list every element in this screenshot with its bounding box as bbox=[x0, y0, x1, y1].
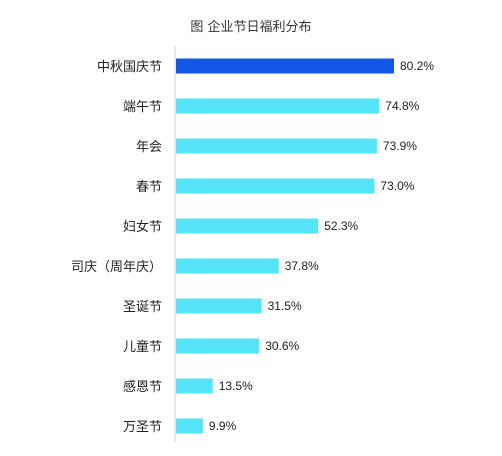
category-label: 感恩节 bbox=[123, 379, 162, 395]
category-label: 圣诞节 bbox=[123, 300, 162, 315]
bar bbox=[176, 258, 279, 274]
category-label: 年会 bbox=[136, 140, 162, 155]
category-label: 儿童节 bbox=[123, 339, 162, 355]
value-label: 52.3% bbox=[324, 219, 358, 233]
bar bbox=[176, 178, 375, 194]
value-label: 73.0% bbox=[380, 179, 414, 193]
bar bbox=[176, 418, 203, 434]
value-label: 74.8% bbox=[385, 99, 419, 113]
category-label: 端午节 bbox=[123, 100, 162, 115]
bar bbox=[176, 378, 213, 394]
value-label: 80.2% bbox=[400, 59, 434, 73]
bar bbox=[176, 298, 262, 314]
category-label: 司庆（周年庆） bbox=[71, 260, 162, 275]
chart-title: 图 企业节日福利分布 bbox=[190, 19, 311, 35]
category-label: 春节 bbox=[136, 180, 162, 195]
bar bbox=[176, 98, 380, 114]
category-label: 妇女节 bbox=[123, 219, 162, 235]
value-label: 9.9% bbox=[209, 419, 237, 433]
category-label: 中秋国庆节 bbox=[97, 60, 162, 75]
bar bbox=[176, 138, 377, 154]
category-label: 万圣节 bbox=[123, 420, 162, 435]
value-label: 37.8% bbox=[285, 259, 319, 273]
bar bbox=[176, 218, 319, 234]
bar bbox=[176, 338, 260, 354]
value-label: 13.5% bbox=[219, 379, 253, 393]
bars-group: 中秋国庆节 80.2% 端午节 74.8% 年会 73.9% 春节 73.0% 妇女节 52.3%… bbox=[71, 58, 434, 435]
value-label: 30.6% bbox=[265, 339, 299, 353]
value-label: 31.5% bbox=[268, 299, 302, 313]
bar bbox=[176, 58, 394, 74]
value-label: 73.9% bbox=[383, 139, 417, 153]
